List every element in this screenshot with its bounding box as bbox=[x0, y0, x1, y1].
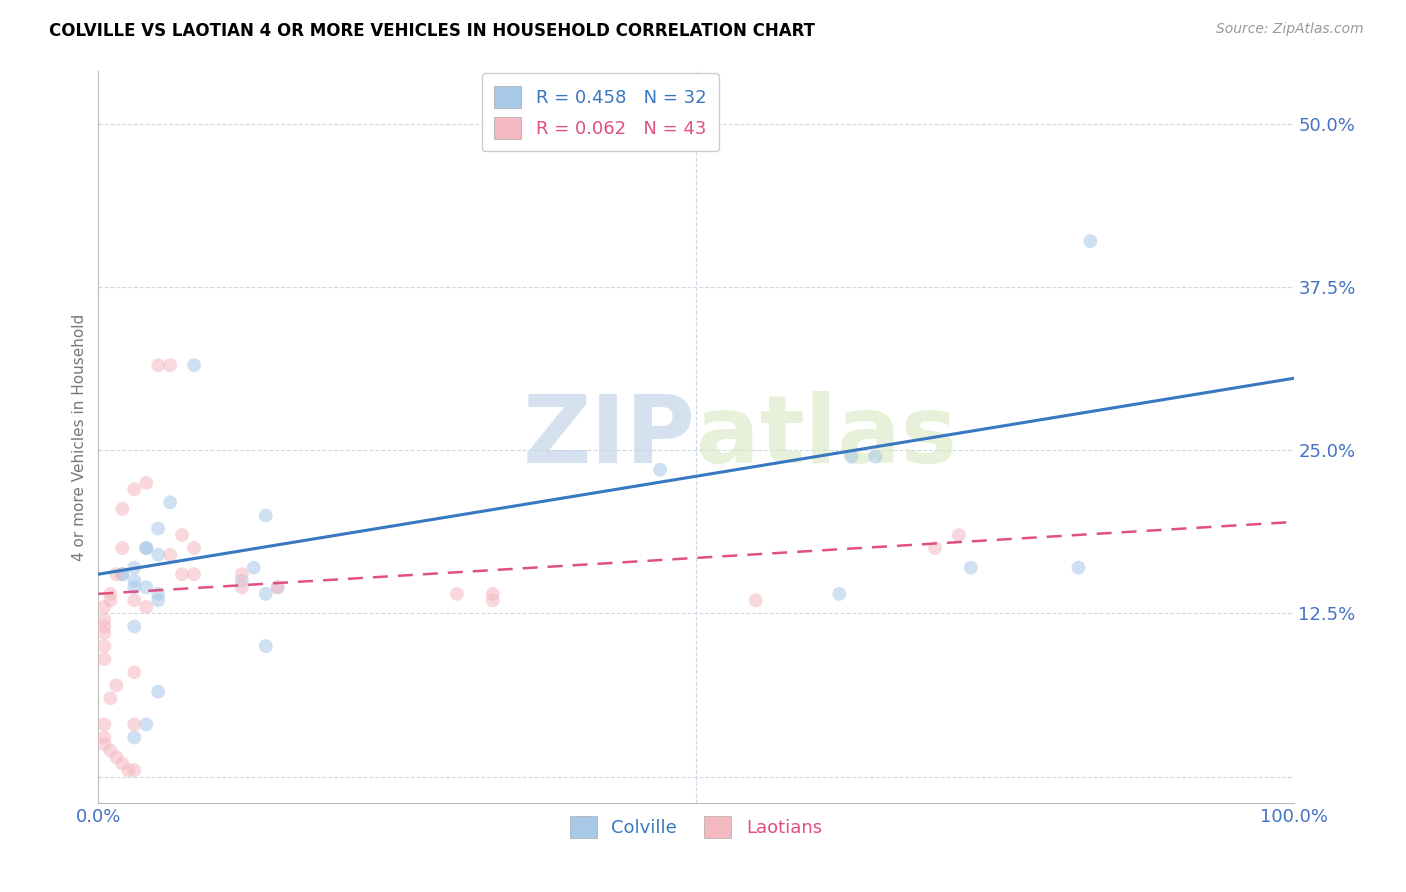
Point bbox=[93, 731, 115, 745]
Point bbox=[135, 599, 157, 614]
Point bbox=[111, 541, 134, 555]
Point bbox=[93, 639, 115, 653]
Point bbox=[148, 548, 170, 562]
Point bbox=[960, 560, 983, 574]
Point bbox=[231, 567, 253, 582]
Point bbox=[135, 475, 157, 490]
Point bbox=[135, 580, 157, 594]
Point bbox=[105, 567, 128, 582]
Point bbox=[98, 743, 122, 757]
Point bbox=[481, 593, 505, 607]
Point bbox=[183, 541, 205, 555]
Point bbox=[267, 580, 290, 594]
Point bbox=[148, 521, 170, 535]
Point bbox=[124, 580, 146, 594]
Point bbox=[159, 358, 181, 372]
Point bbox=[172, 528, 194, 542]
Point bbox=[148, 587, 170, 601]
Point bbox=[183, 358, 205, 372]
Point bbox=[111, 567, 134, 582]
Point bbox=[98, 593, 122, 607]
Point bbox=[254, 639, 277, 653]
Point bbox=[841, 450, 863, 464]
Point bbox=[481, 587, 505, 601]
Point bbox=[541, 129, 564, 144]
Point bbox=[124, 619, 146, 633]
Point bbox=[159, 495, 181, 509]
Point bbox=[948, 528, 970, 542]
Point bbox=[124, 483, 146, 497]
Point bbox=[93, 652, 115, 666]
Point bbox=[172, 567, 194, 582]
Point bbox=[446, 587, 468, 601]
Point bbox=[111, 756, 134, 771]
Point bbox=[105, 678, 128, 692]
Point bbox=[745, 593, 768, 607]
Point bbox=[98, 587, 122, 601]
Point bbox=[93, 737, 115, 751]
Text: Source: ZipAtlas.com: Source: ZipAtlas.com bbox=[1216, 22, 1364, 37]
Point bbox=[254, 508, 277, 523]
Point bbox=[124, 763, 146, 777]
Point bbox=[231, 580, 253, 594]
Point bbox=[105, 750, 128, 764]
Point bbox=[648, 463, 672, 477]
Point bbox=[135, 717, 157, 731]
Point bbox=[93, 626, 115, 640]
Point bbox=[865, 450, 887, 464]
Text: ZIP: ZIP bbox=[523, 391, 696, 483]
Point bbox=[254, 587, 277, 601]
Point bbox=[124, 665, 146, 680]
Text: COLVILLE VS LAOTIAN 4 OR MORE VEHICLES IN HOUSEHOLD CORRELATION CHART: COLVILLE VS LAOTIAN 4 OR MORE VEHICLES I… bbox=[49, 22, 815, 40]
Point bbox=[148, 358, 170, 372]
Point bbox=[231, 574, 253, 588]
Point bbox=[135, 541, 157, 555]
Point bbox=[159, 548, 181, 562]
Legend: Colville, Laotians: Colville, Laotians bbox=[562, 808, 830, 845]
Point bbox=[93, 599, 115, 614]
Point bbox=[183, 567, 205, 582]
Point bbox=[924, 541, 946, 555]
Y-axis label: 4 or more Vehicles in Household: 4 or more Vehicles in Household bbox=[72, 313, 87, 561]
Point bbox=[243, 560, 266, 574]
Point bbox=[1080, 234, 1102, 248]
Point bbox=[124, 560, 146, 574]
Point bbox=[111, 567, 134, 582]
Point bbox=[124, 593, 146, 607]
Point bbox=[135, 541, 157, 555]
Text: atlas: atlas bbox=[696, 391, 957, 483]
Point bbox=[111, 502, 134, 516]
Point bbox=[124, 717, 146, 731]
Point bbox=[148, 685, 170, 699]
Point bbox=[148, 593, 170, 607]
Point bbox=[124, 731, 146, 745]
Point bbox=[98, 691, 122, 706]
Point bbox=[1067, 560, 1090, 574]
Point bbox=[93, 717, 115, 731]
Point bbox=[267, 580, 290, 594]
Point bbox=[93, 619, 115, 633]
Point bbox=[124, 574, 146, 588]
Point bbox=[117, 763, 139, 777]
Point bbox=[93, 613, 115, 627]
Point bbox=[828, 587, 851, 601]
